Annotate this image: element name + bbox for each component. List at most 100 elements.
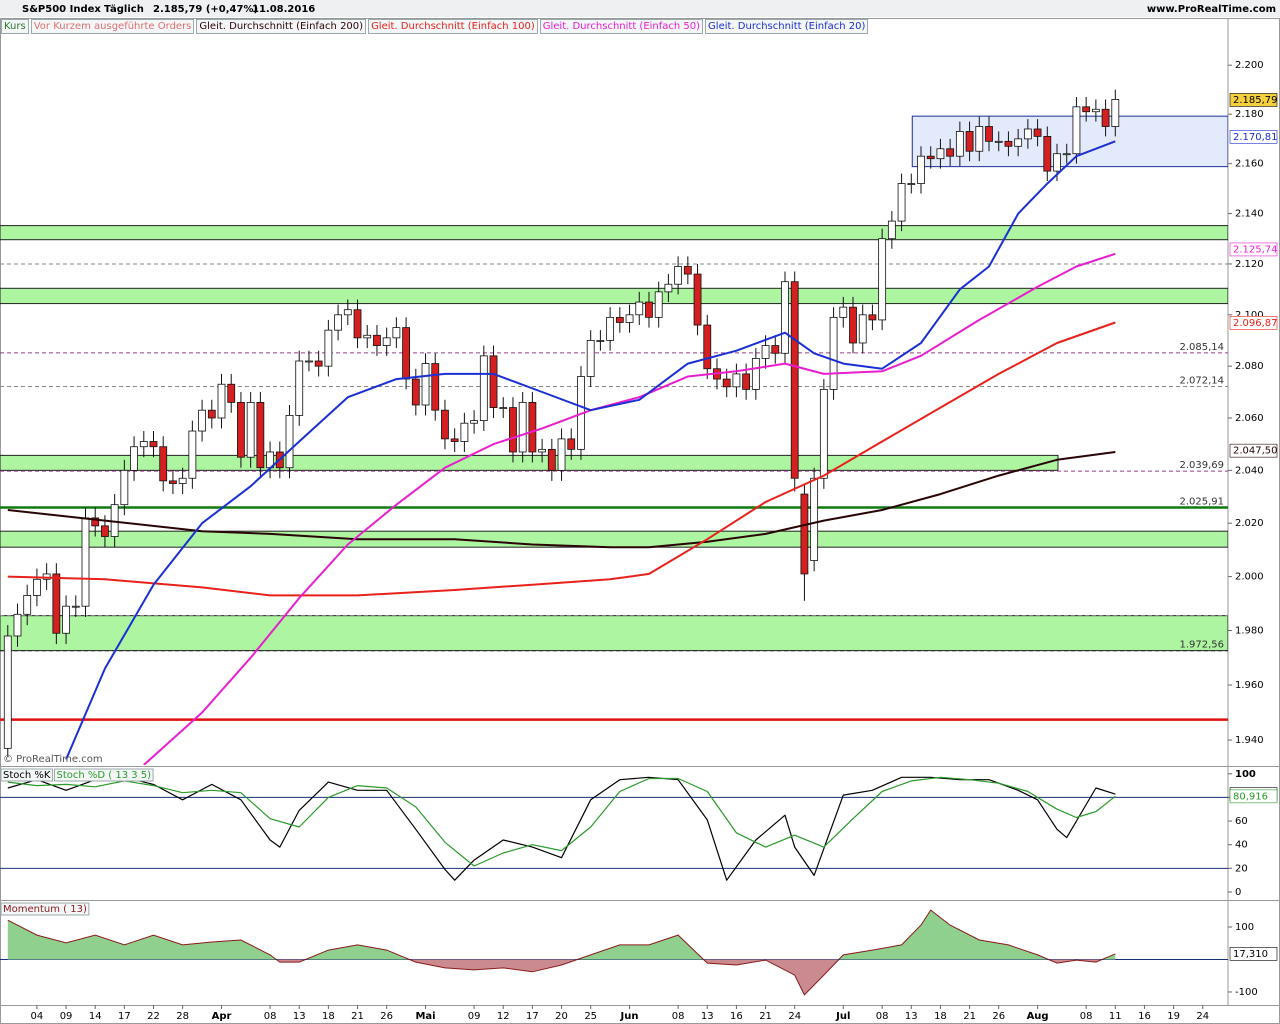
candle-body — [586, 340, 595, 377]
candle-body — [334, 314, 342, 331]
last-value-label: 2.170,81 — [1233, 132, 1278, 143]
candle-body — [479, 355, 488, 422]
candle-body — [683, 266, 692, 275]
y-tick-label: 2.080 — [1235, 361, 1264, 372]
quote: 2.185,79 (+0,47%) — [153, 4, 258, 15]
candle-body — [159, 446, 168, 482]
x-tick-label: 09 — [468, 1011, 481, 1022]
candle-body — [596, 340, 605, 342]
series-line — [7, 451, 1116, 549]
candle-body — [188, 430, 197, 479]
last-value-label: 80,916 — [1233, 791, 1268, 802]
candle-body — [120, 469, 129, 506]
x-tick-label: 11 — [1109, 1011, 1122, 1022]
panel-legend: Stoch %D ( 13 3 5) — [56, 770, 151, 781]
legend-item: Gleit. Durchschnitt (Einfach 100) — [368, 19, 538, 34]
candle-body — [1053, 153, 1061, 172]
candle-body — [1004, 140, 1013, 147]
x-tick-label: 18 — [322, 1011, 335, 1022]
header-bar — [0, 0, 1280, 17]
candle-body — [635, 301, 644, 316]
period: Täglich — [104, 4, 144, 15]
x-tick-label: Jul — [835, 1011, 850, 1022]
x-tick-label: 13 — [701, 1011, 714, 1022]
candle-body — [207, 409, 216, 419]
candle-body — [256, 401, 265, 469]
candle-body — [431, 363, 440, 411]
plot-area — [0, 89, 1228, 765]
candle-body — [246, 401, 255, 458]
candle-body — [946, 148, 955, 157]
candle-body — [62, 605, 70, 634]
candle-body — [654, 291, 663, 318]
y-tick-label: 2.060 — [1235, 413, 1264, 424]
x-tick-label: 08 — [264, 1011, 277, 1022]
panel-legend-box — [0, 902, 90, 916]
candle-body — [693, 273, 702, 326]
candle-body — [470, 420, 479, 424]
candle-body — [722, 378, 731, 388]
zone — [0, 454, 1059, 471]
x-tick-label: 12 — [497, 1011, 510, 1022]
y-tick-label: 1.980 — [1235, 626, 1264, 637]
x-tick-label: 21 — [963, 1011, 976, 1022]
legend-item: Gleit. Durchschnitt (Einfach 20) — [705, 19, 869, 34]
candle-body — [985, 126, 993, 142]
candle-body — [625, 314, 634, 323]
candle-body — [169, 480, 177, 484]
candle-body — [819, 389, 828, 479]
last-value-label: 2.096,87 — [1233, 318, 1278, 329]
candle-body — [314, 360, 323, 367]
series-line — [143, 252, 1116, 765]
y-tick-label: 1.940 — [1235, 735, 1264, 746]
last-value-box — [1229, 316, 1278, 330]
y-tick-label: 0 — [1235, 887, 1241, 898]
candle-body — [761, 345, 770, 359]
panel-legend: Momentum ( 13) — [3, 904, 87, 915]
candle-body — [149, 441, 158, 448]
last-value-box — [1229, 93, 1278, 107]
x-tick-label: 14 — [89, 1011, 102, 1022]
candle-body — [13, 613, 22, 637]
candle-body — [81, 517, 90, 607]
y-tick-label: 100 — [1235, 769, 1256, 780]
candle-body — [839, 306, 848, 318]
candle-body — [606, 316, 615, 341]
candle-body — [567, 438, 576, 450]
candle-body — [674, 266, 683, 285]
candle-body — [907, 183, 916, 185]
candle-body — [1101, 108, 1110, 127]
candle-body — [1043, 135, 1052, 172]
candle-body — [790, 281, 799, 479]
candle-body — [751, 358, 760, 390]
series-line — [7, 321, 1116, 597]
x-tick-label: 16 — [730, 1011, 743, 1022]
legend-item: Gleit. Durchschnitt (Einfach 200) — [196, 19, 367, 34]
x-tick-label: 24 — [788, 1011, 801, 1022]
candle-body — [878, 238, 887, 321]
y-tick-label: 2.140 — [1235, 209, 1264, 220]
zone — [0, 225, 1228, 241]
candle-body — [1082, 106, 1091, 113]
y-tick-label: 2.160 — [1235, 159, 1264, 170]
watermark: © ProRealTime.com — [3, 754, 103, 765]
candle-body — [421, 363, 430, 406]
candle-body — [742, 373, 751, 390]
candle-body — [295, 360, 304, 416]
x-tick-label: 08 — [672, 1011, 685, 1022]
candle-body — [363, 334, 372, 339]
y-tick-label: 100 — [1235, 922, 1254, 933]
plot-area — [0, 776, 1228, 881]
y-tick-label: 2.200 — [1235, 60, 1264, 71]
x-tick-label: 17 — [526, 1011, 539, 1022]
candle-body — [994, 140, 1003, 143]
y-tick-label: 40 — [1235, 840, 1248, 851]
y-tick-label: 2.020 — [1235, 518, 1264, 529]
candle-body — [227, 383, 236, 403]
y-tick-label: -100 — [1235, 987, 1258, 998]
legend-item: Gleit. Durchschnitt (Einfach 50) — [539, 19, 704, 34]
candle-body — [1014, 138, 1023, 147]
x-tick-label: 21 — [351, 1011, 364, 1022]
